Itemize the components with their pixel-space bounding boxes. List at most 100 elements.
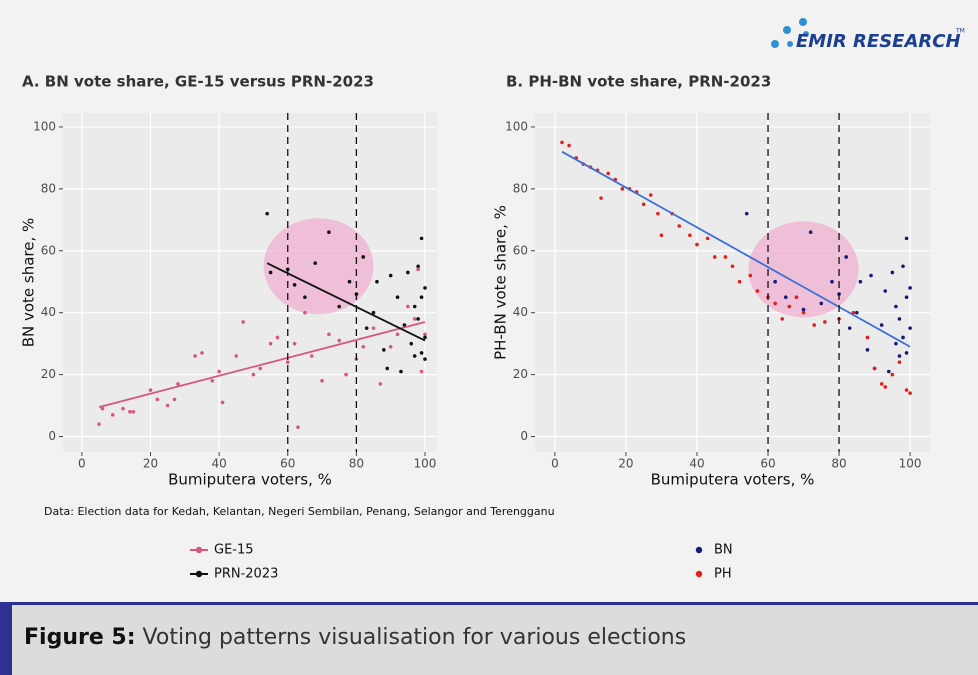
point xyxy=(755,289,760,293)
logo-dot xyxy=(783,26,791,34)
point xyxy=(313,261,317,265)
point xyxy=(872,366,877,371)
point xyxy=(371,326,376,330)
point xyxy=(395,332,400,337)
legend-label: PRN-2023 xyxy=(214,567,278,582)
point xyxy=(883,289,888,293)
point xyxy=(897,354,902,358)
plot-panel xyxy=(63,113,437,452)
point xyxy=(320,378,324,383)
point xyxy=(865,348,870,352)
y-axis-label: BN vote share, % xyxy=(20,218,38,348)
point xyxy=(121,406,125,411)
point xyxy=(883,385,888,389)
x-tick-label: 80 xyxy=(349,457,364,471)
point xyxy=(220,400,225,405)
point xyxy=(210,378,215,383)
y-axis-label: PH-BN vote share, % xyxy=(492,205,510,360)
point xyxy=(419,295,424,300)
point xyxy=(801,310,806,315)
point xyxy=(567,143,571,148)
point xyxy=(275,335,280,340)
highlight xyxy=(263,218,374,315)
x-axis-label: Bumiputera voters, % xyxy=(651,471,815,489)
point xyxy=(131,409,136,414)
point xyxy=(176,382,180,386)
point xyxy=(606,171,610,176)
point xyxy=(886,369,891,374)
point xyxy=(897,317,902,321)
x-tick-label: 20 xyxy=(143,457,158,471)
point xyxy=(879,382,884,386)
point xyxy=(416,317,420,321)
point xyxy=(375,279,379,284)
point xyxy=(847,326,852,330)
point xyxy=(787,304,792,309)
point xyxy=(723,255,728,259)
point xyxy=(193,354,197,358)
point xyxy=(399,369,403,374)
point xyxy=(292,283,297,287)
chart-title: B. PH-BN vote share, PRN-2023 xyxy=(506,73,771,91)
point xyxy=(890,270,895,275)
point xyxy=(812,323,816,327)
point xyxy=(773,279,777,284)
point xyxy=(712,255,717,259)
point xyxy=(303,310,307,315)
point xyxy=(378,382,383,386)
y-tick-label: 40 xyxy=(513,305,528,319)
point xyxy=(894,341,898,346)
point xyxy=(406,304,410,309)
point xyxy=(337,338,342,343)
point xyxy=(705,236,710,241)
point xyxy=(844,255,848,259)
point xyxy=(794,295,799,300)
point xyxy=(808,230,813,234)
x-tick-label: 100 xyxy=(414,457,437,471)
point xyxy=(388,273,393,278)
point xyxy=(234,354,239,358)
point xyxy=(406,270,410,275)
point xyxy=(695,242,699,247)
point xyxy=(412,354,417,358)
x-tick-label: 60 xyxy=(280,457,295,471)
legend-marker xyxy=(195,570,203,578)
point xyxy=(100,406,105,411)
point xyxy=(241,320,245,324)
point xyxy=(869,273,873,278)
point xyxy=(388,344,393,349)
logo-dot xyxy=(799,18,807,26)
point xyxy=(172,397,177,402)
point xyxy=(258,366,263,371)
plot-panel xyxy=(535,113,930,452)
y-tick-label: 100 xyxy=(33,119,56,133)
chart-title: A. BN vote share, GE-15 versus PRN-2023 xyxy=(22,73,374,91)
point xyxy=(858,279,863,284)
point xyxy=(656,211,660,216)
y-tick-label: 60 xyxy=(513,243,528,257)
logo-tm: TM xyxy=(955,28,965,35)
point xyxy=(423,332,427,337)
y-tick-label: 0 xyxy=(520,429,528,443)
point xyxy=(904,236,909,241)
point xyxy=(641,202,646,207)
y-tick-label: 40 xyxy=(41,305,56,319)
fit-line xyxy=(266,262,426,342)
point xyxy=(423,357,427,361)
point xyxy=(395,295,400,300)
point xyxy=(409,341,414,346)
point xyxy=(382,348,386,352)
point xyxy=(419,369,424,374)
y-tick-label: 100 xyxy=(505,119,528,133)
point xyxy=(200,351,204,355)
x-tick-label: 100 xyxy=(899,457,922,471)
point xyxy=(677,224,682,228)
point xyxy=(296,425,300,430)
point xyxy=(599,196,603,200)
chart: EMIR RESEARCH TM Data: Election data for… xyxy=(20,18,965,582)
point xyxy=(285,360,290,365)
point xyxy=(894,304,898,309)
point xyxy=(730,264,735,269)
point xyxy=(904,351,909,355)
y-tick-label: 20 xyxy=(513,367,528,381)
